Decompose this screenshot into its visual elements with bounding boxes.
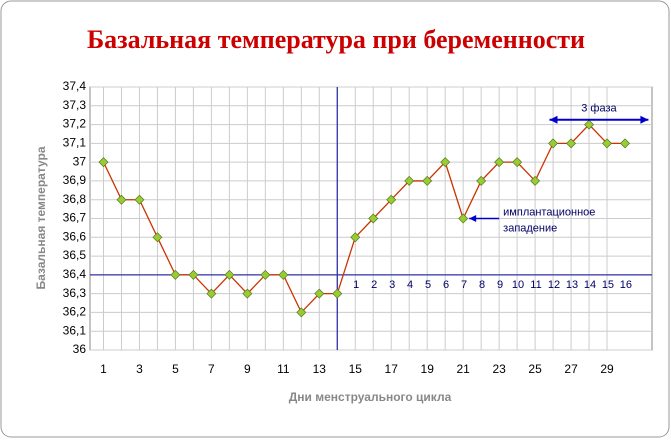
data-point — [386, 194, 397, 205]
data-point — [98, 157, 109, 168]
data-point — [476, 175, 487, 186]
data-point — [134, 194, 145, 205]
data-point — [224, 269, 235, 280]
data-point — [278, 269, 289, 280]
x-tick-label: 13 — [313, 362, 327, 376]
data-point — [296, 307, 307, 318]
x-tick-label: 29 — [600, 362, 614, 376]
annotation: 3 фаза — [581, 103, 617, 115]
y-tick-label: 37 — [73, 154, 87, 168]
y-tick-label: 37,2 — [63, 117, 87, 131]
y-tick-label: 36,4 — [63, 267, 87, 281]
data-point — [116, 194, 127, 205]
phase-day-label: 9 — [497, 279, 503, 291]
phase-day-label: 2 — [371, 279, 377, 291]
data-point — [368, 213, 379, 224]
phase-day-label: 7 — [461, 279, 467, 291]
y-tick-label: 36,7 — [63, 211, 87, 225]
phase-day-label: 15 — [602, 279, 614, 291]
phase-day-label: 12 — [548, 279, 560, 291]
data-point — [530, 175, 541, 186]
y-tick-label: 37,4 — [63, 79, 87, 93]
x-tick-label: 9 — [244, 362, 251, 376]
x-tick-label: 1 — [100, 362, 107, 376]
arrow-head — [640, 115, 649, 124]
data-point — [512, 157, 523, 168]
phase-day-label: 11 — [530, 279, 541, 291]
phase-day-label: 3 — [389, 279, 395, 291]
phase-day-label: 14 — [584, 279, 596, 291]
x-tick-label: 5 — [172, 362, 179, 376]
x-tick-label: 23 — [492, 362, 506, 376]
data-point — [566, 138, 577, 149]
y-tick-label: 37,1 — [63, 136, 87, 150]
x-axis-label: Дни менструального цикла — [289, 390, 452, 404]
y-tick-label: 36,1 — [63, 323, 87, 337]
y-tick-label: 36,6 — [63, 229, 87, 243]
phase-day-label: 4 — [407, 279, 413, 291]
x-tick-label: 17 — [385, 362, 399, 376]
x-tick-label: 7 — [208, 362, 215, 376]
phase-day-label: 6 — [443, 279, 449, 291]
data-point — [332, 288, 343, 299]
y-tick-label: 36,9 — [63, 173, 87, 187]
data-point — [422, 175, 433, 186]
data-point — [404, 175, 415, 186]
phase-day-label: 13 — [566, 279, 578, 291]
x-tick-label: 25 — [528, 362, 542, 376]
x-tick-label: 21 — [456, 362, 470, 376]
x-tick-label: 15 — [349, 362, 363, 376]
arrow-head — [469, 215, 477, 222]
data-point — [188, 269, 199, 280]
y-axis-label: Базальная температура — [34, 146, 48, 289]
phase-day-label: 10 — [512, 279, 524, 291]
x-tick-label: 19 — [421, 362, 435, 376]
y-tick-label: 36,3 — [63, 286, 87, 300]
data-point — [314, 288, 325, 299]
x-tick-label: 11 — [277, 362, 290, 376]
x-tick-label: 27 — [564, 362, 578, 376]
annotation: имплантационное — [503, 206, 595, 218]
y-tick-label: 36,5 — [63, 248, 87, 262]
data-point — [620, 138, 631, 149]
data-point — [350, 232, 361, 243]
x-tick-label: 3 — [136, 362, 143, 376]
data-point — [584, 119, 595, 130]
arrow-head — [549, 115, 558, 124]
annotation: западение — [503, 222, 557, 234]
data-point — [494, 157, 505, 168]
data-point — [548, 138, 559, 149]
data-point — [206, 288, 217, 299]
data-point — [260, 269, 271, 280]
phase-day-label: 8 — [479, 279, 485, 291]
data-point — [152, 232, 163, 243]
y-tick-label: 36,8 — [63, 192, 87, 206]
y-tick-label: 37,3 — [63, 98, 87, 112]
data-point — [242, 288, 253, 299]
data-point — [440, 157, 451, 168]
phase-day-label: 1 — [353, 279, 359, 291]
phase-day-label: 5 — [425, 279, 431, 291]
y-tick-label: 36,2 — [63, 305, 87, 319]
data-point — [458, 213, 469, 224]
data-point — [170, 269, 181, 280]
chart-title: Базальная температура при беременности — [87, 25, 585, 54]
phase-day-label: 16 — [620, 279, 632, 291]
data-point — [602, 138, 613, 149]
y-tick-label: 36 — [73, 342, 87, 356]
